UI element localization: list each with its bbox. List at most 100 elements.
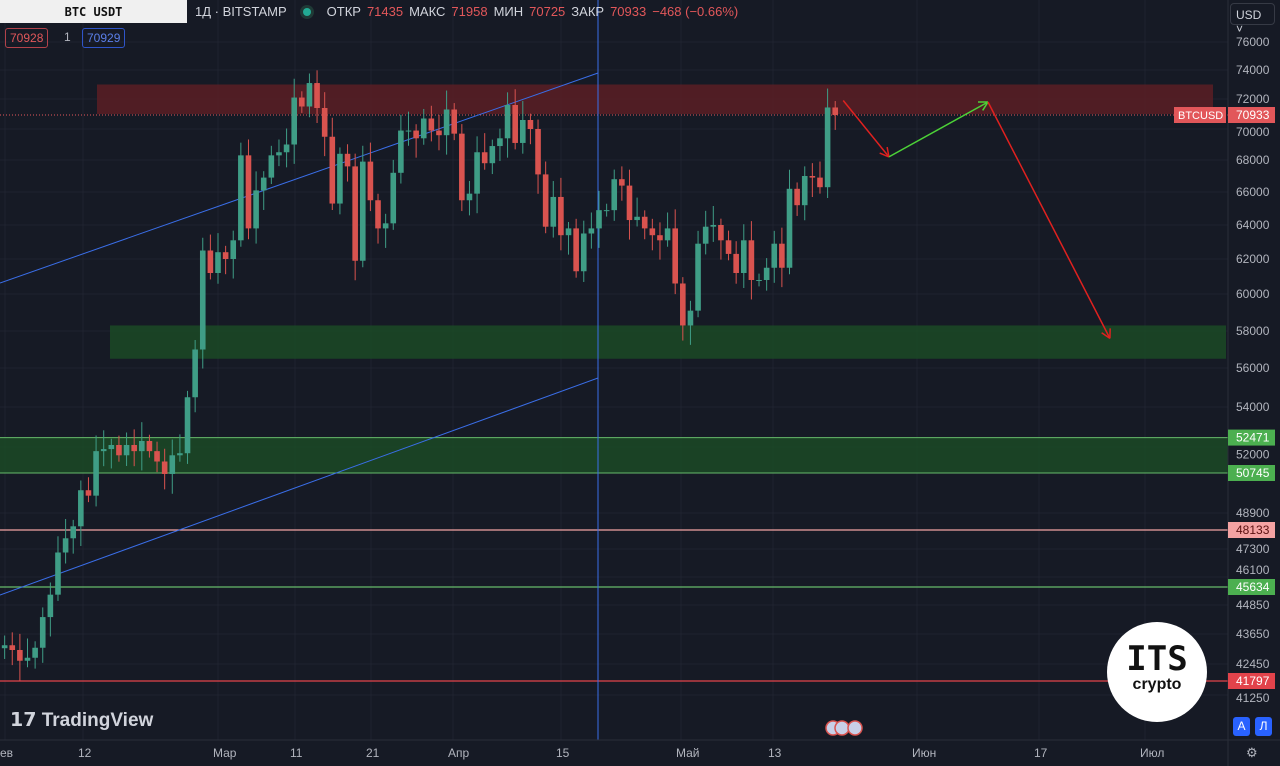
candle-body [626,185,633,221]
candle-body [786,188,793,268]
candle-body [824,107,831,188]
candle-body [215,252,221,273]
x-tick-label: ев [0,746,13,760]
candle-body [329,136,336,204]
settings-icon[interactable]: ⚙ [1246,745,1258,760]
candle-body [702,226,709,244]
y-tick-label: 66000 [1236,185,1270,199]
candle-body [718,225,724,241]
candle-body [390,172,397,224]
candle-body [443,109,450,136]
candle-body [817,177,823,188]
y-tick-label: 47300 [1236,542,1270,556]
candle-body [649,228,656,236]
arrow-head [886,146,890,158]
candle-body [382,223,389,229]
y-tick-label: 43650 [1236,627,1270,641]
channel-upper-line [0,72,599,284]
price-label-bg [1228,465,1275,481]
candle-body [192,349,198,398]
event-flag-icon [834,720,850,736]
high-value: 71958 [451,4,488,19]
candle-body [177,453,183,456]
x-tick-label: Май [676,746,700,760]
symbol-title: BTC USDT [0,0,187,23]
candle-body [565,228,572,236]
x-tick-label: 15 [556,746,570,760]
candle-body [123,445,130,456]
candle-body [32,647,38,658]
x-tick-label: Мар [213,746,237,760]
candle-body [398,130,404,173]
candle-body [230,240,237,259]
buy-button[interactable]: 70929 [82,28,126,48]
candle-body [520,120,526,143]
log-scale-button[interactable]: Л [1255,717,1272,736]
candle-body [474,152,480,194]
candle-body [55,552,61,595]
y-tick-label: 44850 [1236,598,1270,612]
price-label: 50745 [1236,466,1270,480]
price-label: 45634 [1236,580,1270,594]
candle-body [664,228,671,241]
candle-body [504,105,511,139]
price-label: 70933 [1236,108,1270,122]
candle-body [108,445,115,450]
close-value: 70933 [610,4,647,19]
candle-body [100,449,107,452]
candle-body [405,130,412,132]
candle-body [321,108,328,137]
candle-body [756,280,762,281]
candle-body [24,657,31,661]
candle-body [306,83,313,107]
currency-label: USD [1236,8,1262,22]
x-tick-label: 13 [768,746,782,760]
candle-body [466,193,473,201]
candle-body [748,240,755,280]
candle-body [680,283,686,326]
candle-body [611,179,618,211]
y-tick-label: 60000 [1236,287,1270,301]
candle-body [794,188,800,206]
candle-body [695,243,701,311]
candle-body [672,228,678,284]
candle-body [9,645,16,650]
y-tick-label: 52000 [1236,448,1270,462]
candle-body [558,196,564,236]
candle-body [451,109,458,134]
candle-body [116,445,122,456]
logo-line1: ITS [1126,639,1188,679]
interval-exchange[interactable]: 1Д · BITSTAMP [195,4,287,19]
candle-body [436,130,442,136]
event-flag-icon [847,720,863,736]
open-label: ОТКР [326,4,361,19]
price-label: 48133 [1236,523,1270,537]
auto-scale-button[interactable]: A [1233,717,1250,736]
sell-button[interactable]: 70928 [5,28,49,48]
y-tick-label: 48900 [1236,506,1270,520]
arrow-head [879,152,890,158]
candle-body [512,105,518,143]
candle-body [268,155,275,178]
candle-body [603,210,610,212]
price-label-bg [1228,522,1275,538]
x-tick-label: 21 [366,746,380,760]
candle-body [283,144,290,153]
arrow-head [982,101,989,111]
y-tick-label: 76000 [1236,35,1270,49]
ohlc-legend: 1Д · BITSTAMP ОТКР 71435 МАКС 71958 МИН 707… [195,4,738,19]
candle-body [139,441,145,452]
candle-body [459,133,465,201]
y-tick-label: 68000 [1236,153,1270,167]
candle-body [420,118,427,139]
y-tick-label: 58000 [1236,324,1270,338]
candle-body [199,250,206,350]
candle-body [580,233,587,272]
low-label: МИН [493,4,524,19]
candle-body [78,490,84,527]
candle-body [344,153,351,167]
currency-select[interactable]: USD ˅ [1230,3,1275,36]
tradingview-logo[interactable]: 𝟭𝟳 TradingView [10,710,154,731]
change-value: −468 (−0.66%) [652,4,739,19]
